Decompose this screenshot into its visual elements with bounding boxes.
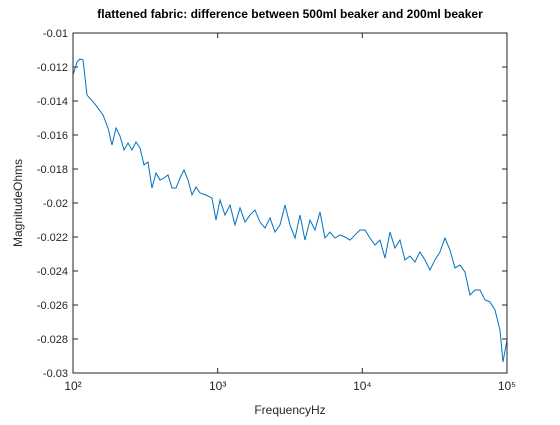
y-tick-label: -0.014 xyxy=(37,96,68,108)
y-tick-label: -0.026 xyxy=(37,300,68,312)
y-tick-label: -0.024 xyxy=(37,266,68,278)
y-tick-label: -0.03 xyxy=(43,368,68,380)
y-tick-label: -0.022 xyxy=(37,232,68,244)
y-tick-label: -0.02 xyxy=(43,198,68,210)
y-tick-label: -0.012 xyxy=(37,62,68,74)
x-axis-label: FrequencyHz xyxy=(254,403,325,417)
y-tick-label: -0.028 xyxy=(37,334,68,346)
x-tick-label: 10⁴ xyxy=(353,379,372,393)
y-tick-label: -0.01 xyxy=(43,28,68,40)
chart-title: flattened fabric: difference between 500… xyxy=(97,7,483,21)
y-tick-label: -0.016 xyxy=(37,130,68,142)
axes-box xyxy=(72,32,508,374)
x-tick-label: 10⁵ xyxy=(498,379,516,393)
x-tick-label: 10² xyxy=(64,379,81,393)
y-tick-label: -0.018 xyxy=(37,164,68,176)
data-line xyxy=(72,58,508,363)
y-axis-label: MagnitudeOhms xyxy=(11,159,25,247)
plot-area xyxy=(73,33,507,373)
x-tick-label: 10³ xyxy=(209,379,226,393)
